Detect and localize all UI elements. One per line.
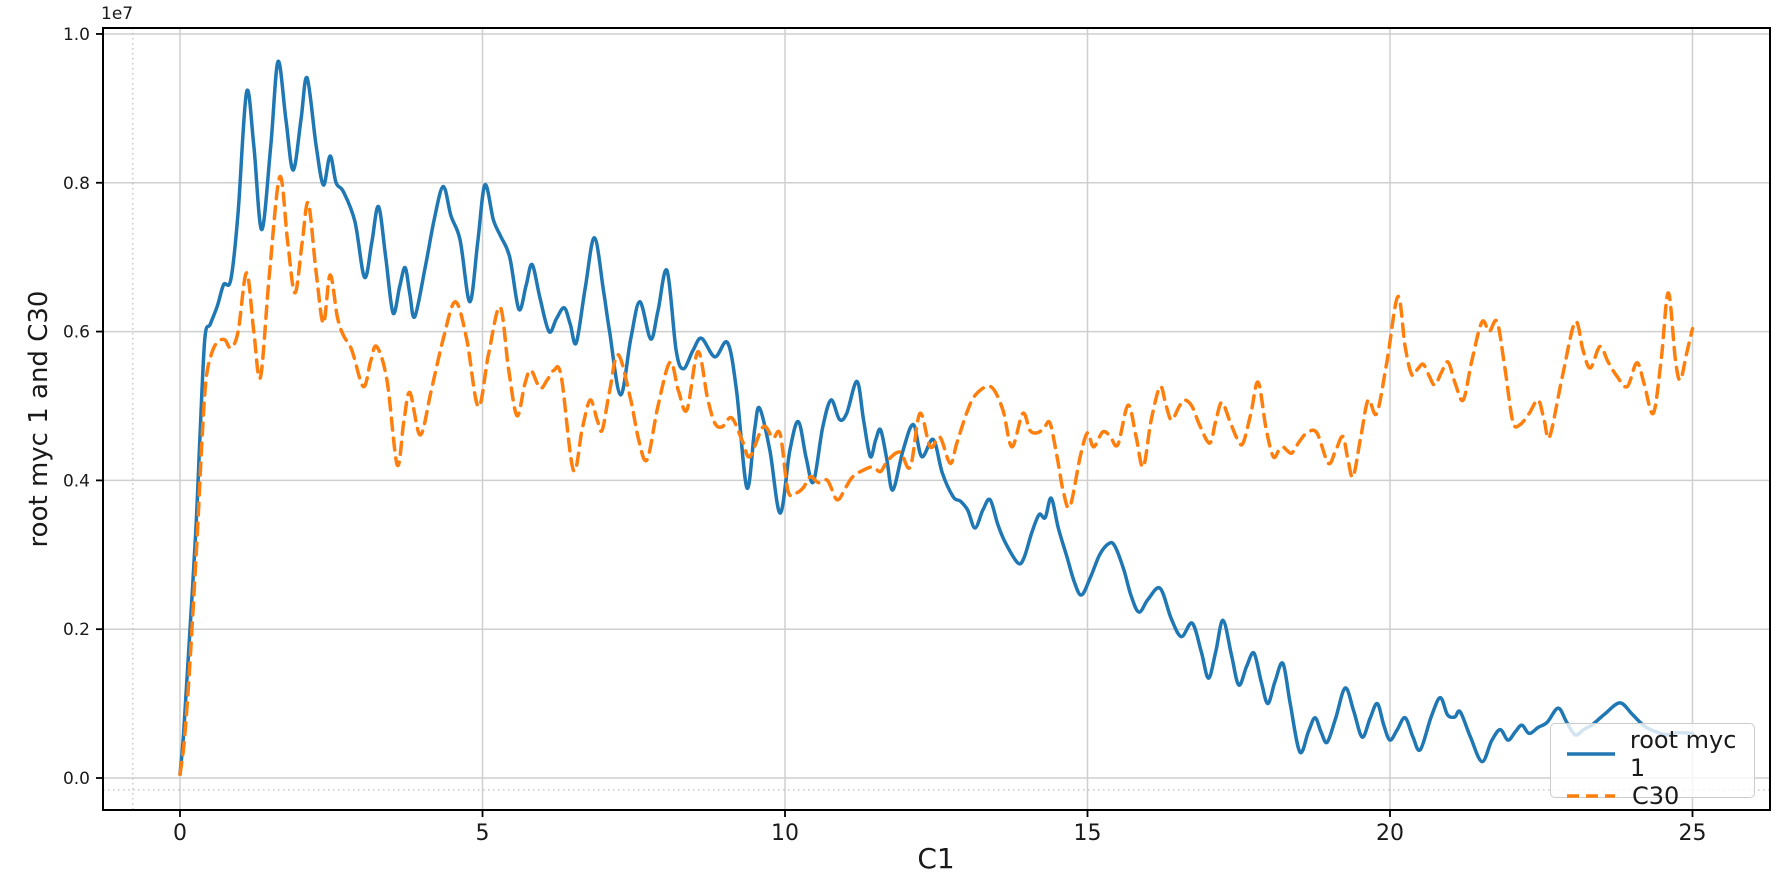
- y-tick-label: 0.6: [63, 323, 90, 343]
- x-tick-label: 5: [476, 821, 490, 846]
- y-axis-offset-text: 1e7: [101, 4, 134, 24]
- legend-entry-root-myc-1: root myc 1: [1565, 726, 1754, 782]
- y-tick-label: 0.4: [63, 471, 90, 491]
- x-axis-label: C1: [917, 842, 955, 875]
- x-tick-label: 0: [173, 821, 187, 846]
- x-tick-label: 15: [1074, 821, 1102, 846]
- y-tick-label: 1.0: [63, 25, 90, 45]
- series-line-root-myc-1: [178, 59, 1695, 777]
- y-axis-label: root myc 1 and C30: [24, 290, 54, 548]
- y-tick-label: 0.0: [63, 769, 90, 789]
- series-line-c30: [178, 175, 1695, 777]
- y-tick-label: 0.2: [63, 620, 90, 640]
- plot-border: [102, 27, 1771, 811]
- legend-line-solid-icon: [1567, 752, 1615, 756]
- legend-label: root myc 1: [1629, 726, 1737, 782]
- x-tick-label: 20: [1376, 821, 1404, 846]
- x-tick-label: 10: [771, 821, 799, 846]
- x-tick-label: 25: [1679, 821, 1707, 846]
- legend: root myc 1 C30: [1550, 723, 1755, 810]
- y-tick-label: 0.8: [63, 174, 90, 194]
- legend-line-dashed-icon: [1567, 794, 1615, 798]
- legend-label: C30: [1632, 782, 1680, 810]
- legend-entry-c30: C30: [1565, 782, 1754, 810]
